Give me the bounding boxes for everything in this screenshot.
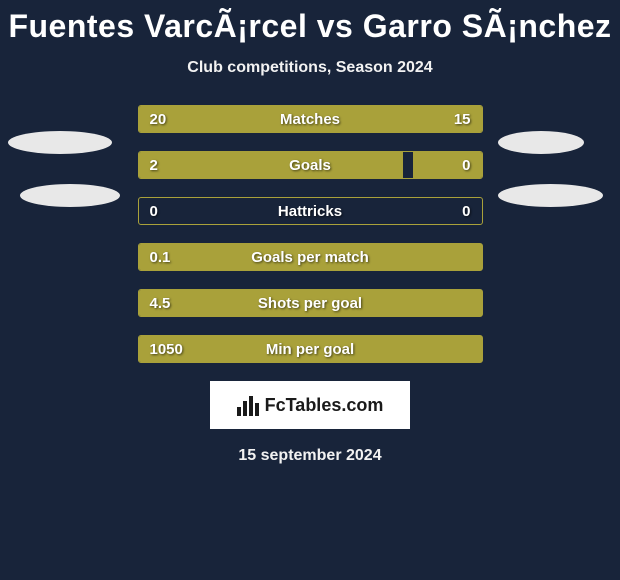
logo-text: FcTables.com xyxy=(265,395,384,416)
comparison-chart: 20Matches152Goals00Hattricks00.1Goals pe… xyxy=(0,105,620,465)
bar-chart-icon xyxy=(237,394,259,416)
player-left-head-ellipse xyxy=(8,131,112,154)
date-label: 15 september 2024 xyxy=(0,447,620,465)
player-left-body-ellipse xyxy=(20,184,120,207)
stat-label: Goals xyxy=(139,152,482,180)
stat-row: 2Goals0 xyxy=(138,151,483,179)
stat-row: 1050Min per goal xyxy=(138,335,483,363)
player-right-body-ellipse xyxy=(498,184,603,207)
stat-label: Min per goal xyxy=(139,336,482,364)
stat-label: Shots per goal xyxy=(139,290,482,318)
stat-label: Goals per match xyxy=(139,244,482,272)
stat-label: Matches xyxy=(139,106,482,134)
value-right: 15 xyxy=(454,106,471,134)
fctables-logo: FcTables.com xyxy=(210,381,410,429)
stat-label: Hattricks xyxy=(139,198,482,226)
page-title: Fuentes VarcÃ¡rcel vs Garro SÃ¡nchez xyxy=(0,0,620,45)
stat-row: 20Matches15 xyxy=(138,105,483,133)
player-right-head-ellipse xyxy=(498,131,584,154)
value-right: 0 xyxy=(462,152,470,180)
stat-row: 4.5Shots per goal xyxy=(138,289,483,317)
value-right: 0 xyxy=(462,198,470,226)
stat-row: 0Hattricks0 xyxy=(138,197,483,225)
subtitle: Club competitions, Season 2024 xyxy=(0,59,620,77)
stat-row: 0.1Goals per match xyxy=(138,243,483,271)
